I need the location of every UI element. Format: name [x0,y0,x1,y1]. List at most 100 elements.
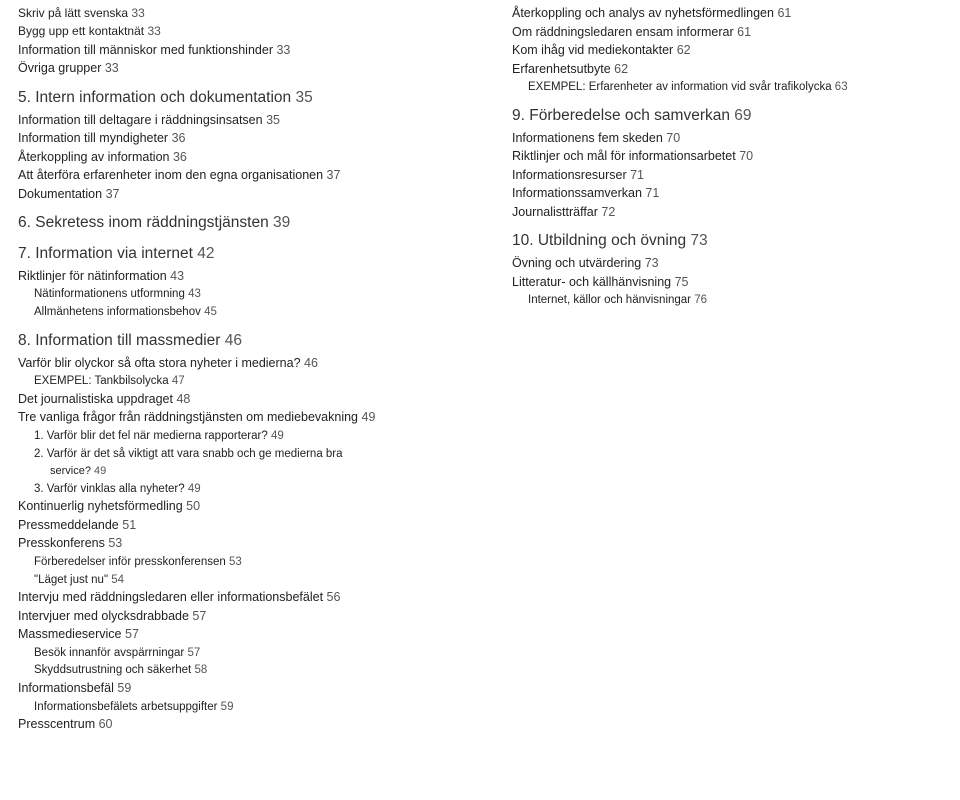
toc-entry-page: 42 [197,245,214,262]
toc-entry: Skriv på lätt svenska 33 [18,5,472,22]
toc-entry-page: 33 [147,24,160,38]
toc-entry-title: Presscentrum [18,717,95,731]
toc-entry-title: Intervjuer med olycksdrabbade [18,609,189,623]
toc-entry-title: Förberedelser inför presskonferensen [34,556,226,568]
toc-entry-title: Internet, källor och hänvisningar [528,294,691,306]
toc-entry: Det journalistiska uppdraget 48 [18,391,472,409]
toc-entry-page: 37 [327,168,341,182]
toc-entry-page: 43 [188,288,201,300]
toc-entry-title: Att återföra erfarenheter inom den egna … [18,168,323,182]
toc-entry-title: Riktlinjer och mål för informationsarbet… [512,149,736,163]
toc-entry-page: 73 [690,232,707,249]
toc-entry-page: 61 [737,25,751,39]
toc-entry-title: 7. Information via internet [18,245,193,262]
toc-entry-title: Journalistträffar [512,205,598,219]
toc-entry: 2. Varför är det så viktigt att vara sna… [34,446,472,463]
toc-entry: Varför blir olyckor så ofta stora nyhete… [18,355,472,373]
toc-entry: Allmänhetens informationsbehov 45 [34,304,472,321]
toc-entry: Journalistträffar 72 [512,204,942,222]
toc-entry: Återkoppling av information 36 [18,149,472,167]
toc-entry-title: Erfarenhetsutbyte [512,62,611,76]
toc-entry: Förberedelser inför presskonferensen 53 [34,554,472,571]
toc-entry-page: 72 [601,205,615,219]
toc-entry-title: EXEMPEL: Erfarenheter av information vid… [528,81,832,93]
toc-entry-page: 59 [117,681,131,695]
toc-entry: Intervjuer med olycksdrabbade 57 [18,608,472,626]
toc-entry-page: 35 [266,113,280,127]
toc-entry-title: 1. Varför blir det fel när medierna rapp… [34,430,268,442]
toc-entry: 5. Intern information och dokumentation … [18,88,472,108]
toc-entry-title: Om räddningsledaren ensam informerar [512,25,734,39]
toc-entry-page: 36 [172,131,186,145]
toc-left-column: Skriv på lätt svenska 33Bygg upp ett kon… [18,4,472,735]
toc-entry-page: 36 [173,150,187,164]
toc-entry: Riktlinjer och mål för informationsarbet… [512,148,942,166]
toc-entry: Litteratur- och källhänvisning 75 [512,274,942,292]
toc-entry-page: 61 [777,6,791,20]
toc-entry-page: 73 [645,256,659,270]
toc-entry: 10. Utbildning och övning 73 [512,231,942,251]
toc-entry-page: 45 [204,306,217,318]
toc-entry-title: Nätinformationens utformning [34,288,185,300]
toc-entry: Intervju med räddningsledaren eller info… [18,589,472,607]
toc-entry: Att återföra erfarenheter inom den egna … [18,167,472,185]
toc-entry-title: 10. Utbildning och övning [512,232,686,249]
toc-entry-title: "Läget just nu" [34,574,108,586]
toc-entry: 1. Varför blir det fel när medierna rapp… [34,428,472,445]
toc-entry-title: Riktlinjer för nätinformation [18,269,167,283]
toc-entry-title: Informationens fem skeden [512,131,663,145]
toc-entry: Informationssamverkan 71 [512,185,942,203]
toc-entry-title: 3. Varför vinklas alla nyheter? [34,483,185,495]
toc-entry-page: 49 [188,483,201,495]
toc-entry-title: service? [50,465,91,477]
toc-entry: Nätinformationens utformning 43 [34,286,472,303]
toc-entry-page: 46 [304,356,318,370]
toc-entry: Information till deltagare i räddningsin… [18,112,472,130]
toc-entry: Pressmeddelande 51 [18,517,472,535]
toc-entry-page: 47 [172,375,185,387]
toc-entry-title: 6. Sekretess inom räddningstjänsten [18,214,269,231]
toc-entry: Återkoppling och analys av nyhetsförmedl… [512,5,942,23]
toc-entry-title: Skriv på lätt svenska [18,6,128,20]
toc-entry-page: 57 [187,647,200,659]
toc-entry-title: Varför blir olyckor så ofta stora nyhete… [18,356,301,370]
toc-entry-page: 50 [186,499,200,513]
toc-entry-title: 9. Förberedelse och samverkan [512,107,730,124]
toc-entry: 6. Sekretess inom räddningstjänsten 39 [18,213,472,233]
toc-entry-title: Information till människor med funktions… [18,43,273,57]
toc-entry-title: 8. Information till massmedier [18,332,220,349]
toc-entry-page: 37 [106,187,120,201]
toc-entry: Informationsbefälets arbetsuppgifter 59 [34,699,472,716]
toc-entry-page: 33 [105,61,119,75]
toc-entry: Informationsbefäl 59 [18,680,472,698]
toc-entry-page: 71 [630,168,644,182]
toc-entry: Besök innanför avspärrningar 57 [34,645,472,662]
toc-entry-title: Övning och utvärdering [512,256,641,270]
toc-entry-page: 70 [739,149,753,163]
toc-entry-title: Informationssamverkan [512,186,642,200]
toc-entry-title: Informationsbefäl [18,681,114,695]
toc-entry-page: 57 [192,609,206,623]
toc-entry: Bygg upp ett kontaktnät 33 [18,23,472,40]
toc-entry: Erfarenhetsutbyte 62 [512,61,942,79]
toc-entry: Riktlinjer för nätinformation 43 [18,268,472,286]
toc-entry-page: 43 [170,269,184,283]
toc-entry: 3. Varför vinklas alla nyheter? 49 [34,481,472,498]
toc-entry: 7. Information via internet 42 [18,244,472,264]
toc-entry-title: Bygg upp ett kontaktnät [18,24,144,38]
toc-entry: Övning och utvärdering 73 [512,255,942,273]
toc-entry-title: Kontinuerlig nyhetsförmedling [18,499,183,513]
toc-entry-page: 59 [221,701,234,713]
toc-entry-title: Återkoppling av information [18,150,169,164]
toc-entry: EXEMPEL: Erfarenheter av information vid… [528,79,942,96]
toc-entry-page: 35 [295,89,312,106]
toc-page: Skriv på lätt svenska 33Bygg upp ett kon… [0,0,960,745]
toc-entry-page: 54 [111,574,124,586]
toc-entry: Presscentrum 60 [18,716,472,734]
toc-entry: Informationens fem skeden 70 [512,130,942,148]
toc-entry: Om räddningsledaren ensam informerar 61 [512,24,942,42]
toc-entry: Information till människor med funktions… [18,42,472,60]
toc-entry-page: 49 [94,465,106,477]
toc-entry-title: EXEMPEL: Tankbilsolycka [34,375,169,387]
toc-entry-title: Informationsbefälets arbetsuppgifter [34,701,217,713]
